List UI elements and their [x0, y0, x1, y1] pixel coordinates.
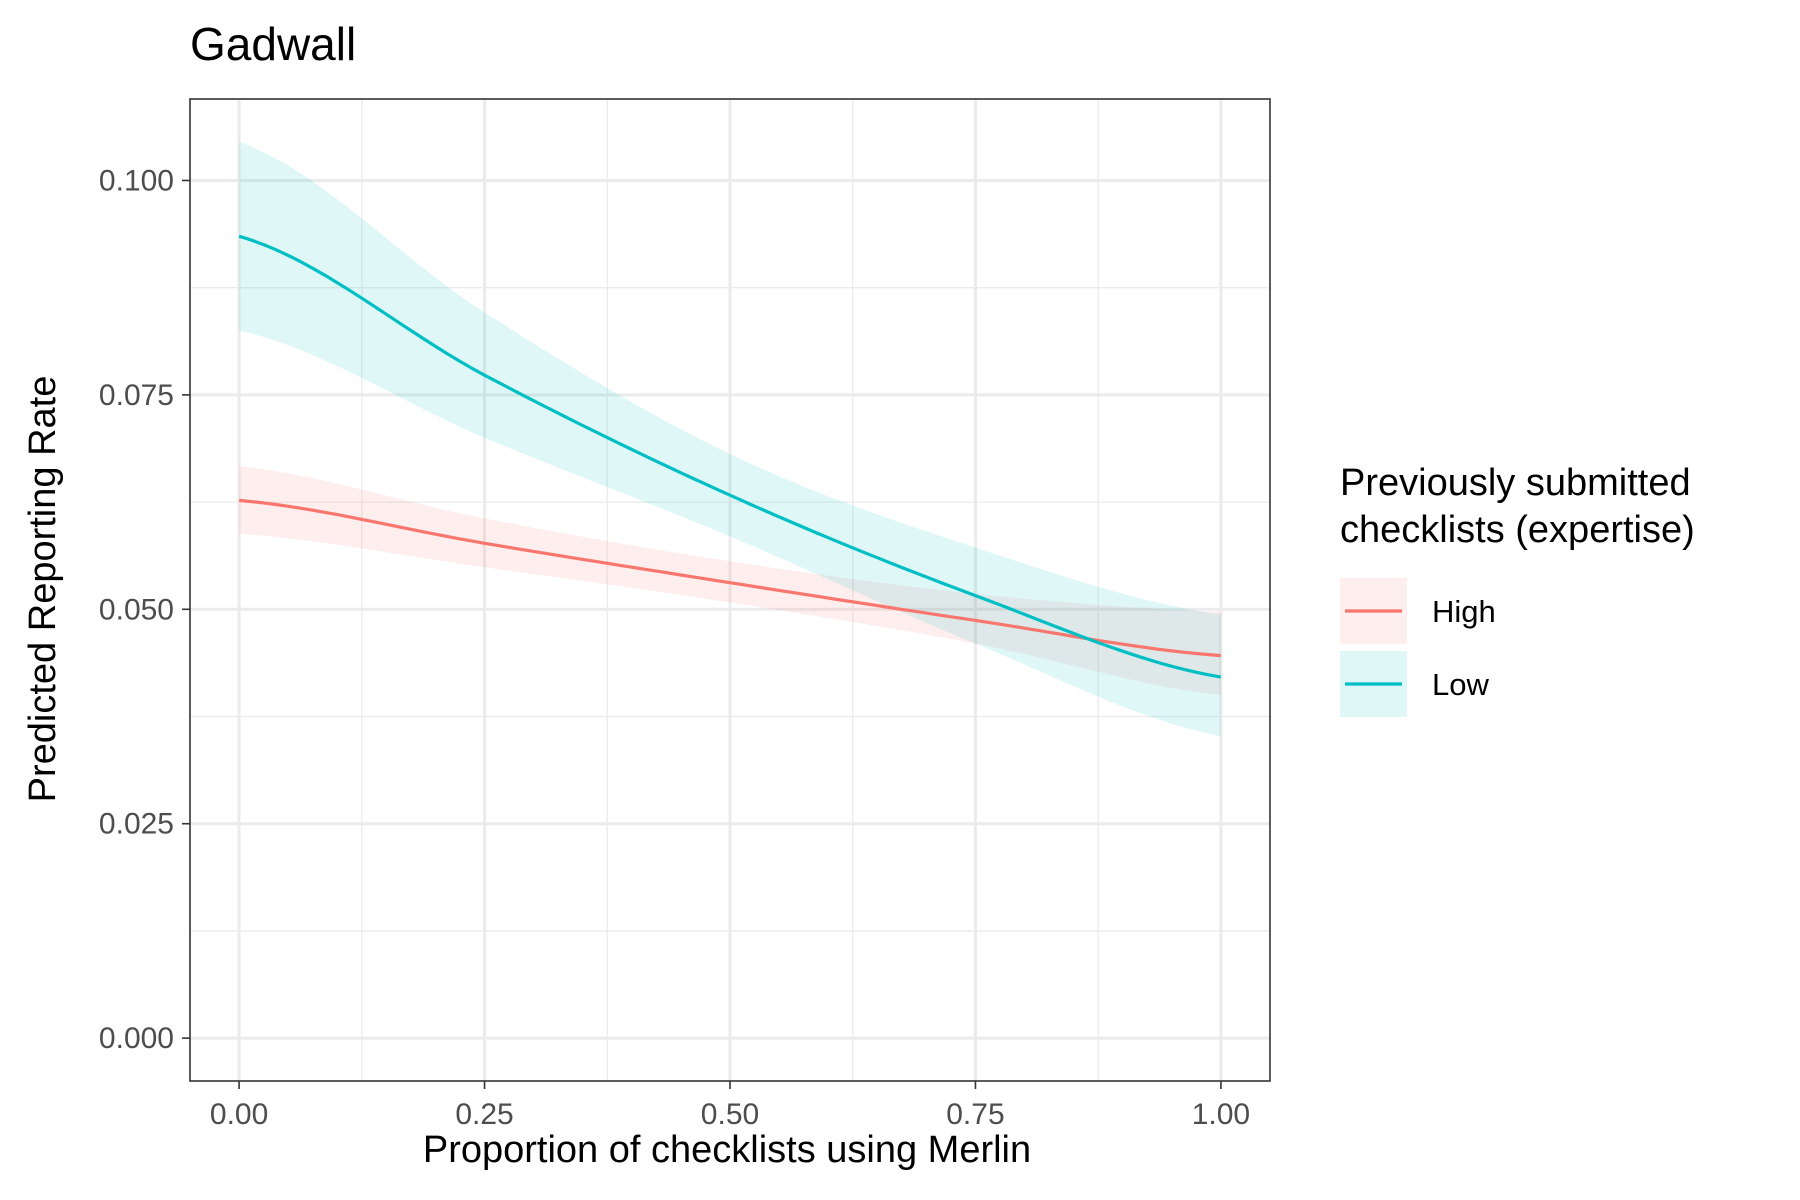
legend-label-high: High [1432, 594, 1496, 629]
x-tick-label: 0.00 [210, 1098, 268, 1131]
x-tick-label: 0.75 [946, 1098, 1004, 1131]
legend-keys: High Low [1340, 578, 1496, 717]
ci-ribbon-high [239, 466, 1221, 696]
x-axis-title: Proportion of checklists using Merlin [423, 1129, 1031, 1171]
x-tick-label: 1.00 [1192, 1098, 1250, 1131]
y-tick-label: 0.000 [99, 1022, 174, 1055]
legend-title-line-1: Previously submitted [1340, 462, 1691, 504]
x-tick-label: 0.25 [455, 1098, 513, 1131]
ci-ribbon-low [239, 141, 1221, 737]
y-axis-title: Predicted Reporting Rate [22, 376, 64, 803]
x-axis-ticks: 0.00 0.25 0.50 0.75 1.00 [210, 1081, 1250, 1131]
legend-title-line-2: checklists (expertise) [1340, 509, 1695, 551]
legend-label-low: Low [1432, 667, 1489, 702]
y-tick-label: 0.075 [99, 379, 174, 412]
y-tick-label: 0.050 [99, 593, 174, 626]
x-tick-label: 0.50 [701, 1098, 759, 1131]
plot-panel [189, 98, 1271, 1082]
y-tick-label: 0.100 [99, 164, 174, 197]
series-line-high [238, 498, 1222, 658]
y-tick-label: 0.025 [99, 808, 174, 841]
series-line-low [238, 234, 1222, 679]
chart-title: Gadwall [190, 18, 356, 70]
y-axis-ticks: 0.000 0.025 0.050 0.075 0.100 [99, 164, 190, 1055]
legend: Previously submitted checklists (experti… [1340, 462, 1695, 717]
